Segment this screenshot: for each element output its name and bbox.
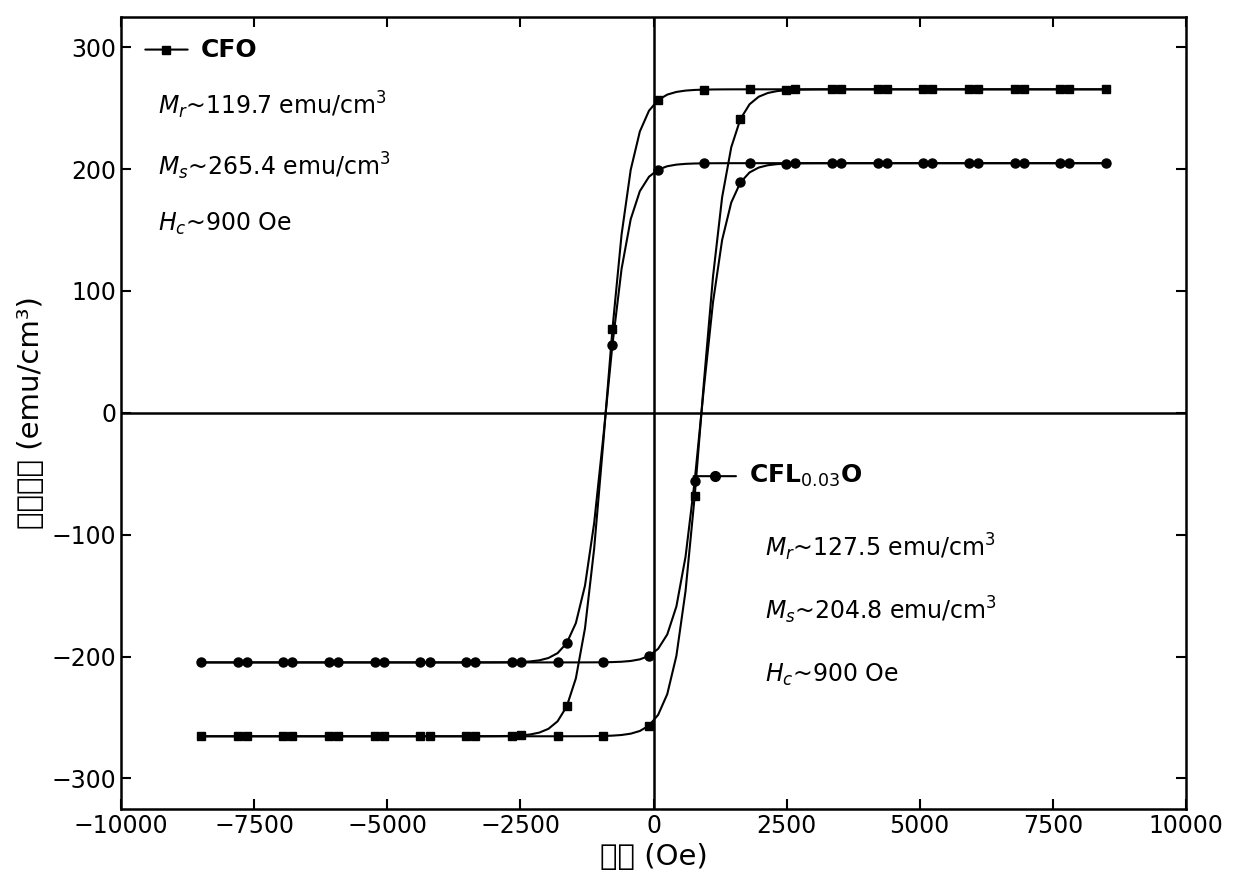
Text: CFO: CFO [201,37,258,61]
Text: $\mathit{M_r}$~119.7 emu/cm$^3$: $\mathit{M_r}$~119.7 emu/cm$^3$ [159,90,387,122]
Text: $\mathit{M_s}$~265.4 emu/cm$^3$: $\mathit{M_s}$~265.4 emu/cm$^3$ [159,151,391,182]
Text: $\mathit{M_r}$~127.5 emu/cm$^3$: $\mathit{M_r}$~127.5 emu/cm$^3$ [765,531,996,563]
Text: $\mathit{H_c}$~900 Oe: $\mathit{H_c}$~900 Oe [765,662,899,688]
Text: $\mathit{M_s}$~204.8 emu/cm$^3$: $\mathit{M_s}$~204.8 emu/cm$^3$ [765,595,997,626]
Text: $\mathit{H_c}$~900 Oe: $\mathit{H_c}$~900 Oe [159,210,293,237]
Y-axis label: 磁化强度 (emu/cm³): 磁化强度 (emu/cm³) [16,297,45,529]
X-axis label: 磁场 (Oe): 磁场 (Oe) [600,844,708,871]
Text: CFL$_{0.03}$O: CFL$_{0.03}$O [749,463,863,489]
